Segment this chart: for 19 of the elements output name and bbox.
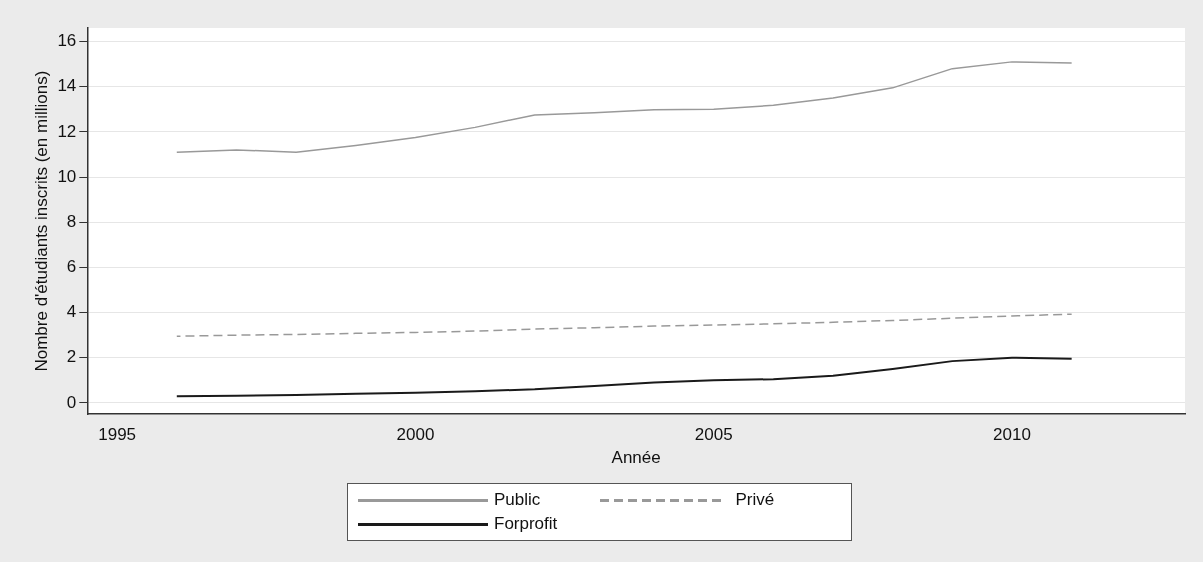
y-tick-label: 8 [66, 211, 77, 231]
y-tick-label: 6 [66, 257, 77, 277]
legend-label: Public [494, 490, 541, 510]
y-tick-label: 2 [66, 347, 77, 367]
y-tick-label: 12 [57, 121, 77, 141]
legend-label: Forprofit [494, 514, 558, 534]
y-tick-label: 10 [57, 166, 77, 186]
x-tick-label: 2000 [396, 425, 435, 445]
y-tick-label: 0 [66, 392, 77, 412]
x-tick-label: 2010 [993, 425, 1031, 445]
legend-label: Privé [735, 490, 775, 510]
y-tick-label: 14 [57, 76, 77, 96]
y-tick-label: 4 [66, 302, 77, 322]
y-axis-title: Nombre d'étudiants inscrits (en millions) [31, 70, 51, 372]
line-series [176, 313, 1073, 338]
y-tick-label: 16 [57, 31, 77, 51]
x-tick-label: 2005 [694, 425, 733, 445]
x-axis-title: Année [611, 448, 661, 468]
x-tick-label: 1995 [98, 425, 137, 445]
